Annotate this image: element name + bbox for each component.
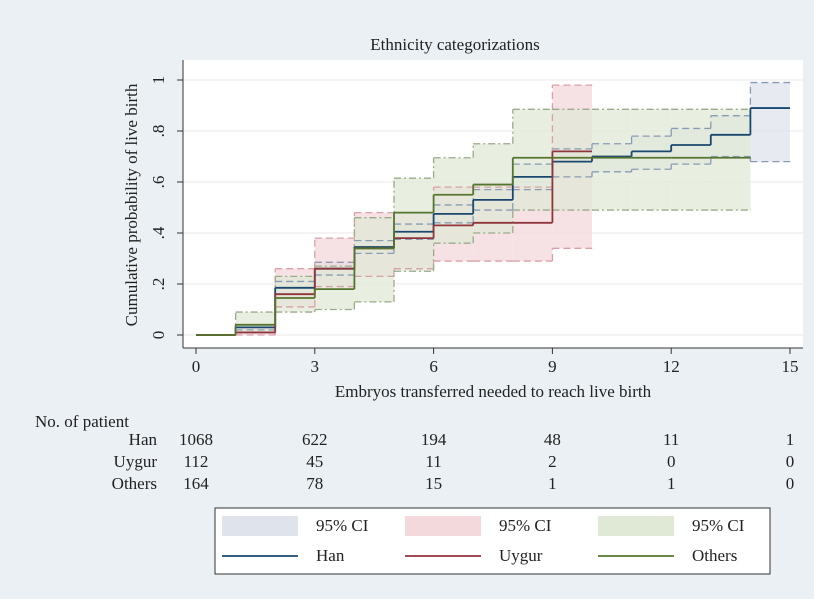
risk-count: 1: [667, 474, 676, 493]
ci-band: [592, 109, 632, 211]
ci-band: [710, 109, 751, 211]
x-tick-label: 9: [548, 357, 557, 376]
y-axis-title: Cumulative probability of live birth: [122, 83, 141, 326]
y-tick-label: .4: [149, 226, 168, 239]
risk-table-title: No. of patient: [35, 412, 129, 431]
risk-count: 11: [425, 452, 441, 471]
risk-row-name: Uygur: [114, 452, 158, 471]
risk-count: 1: [786, 430, 795, 449]
x-axis-title: Embryos transferred needed to reach live…: [335, 382, 652, 401]
legend-ci-label: 95% CI: [499, 516, 552, 535]
risk-count: 164: [183, 474, 209, 493]
x-tick-label: 3: [311, 357, 320, 376]
y-tick-label: .6: [149, 176, 168, 189]
legend-ci-label: 95% CI: [316, 516, 369, 535]
legend-label: Others: [692, 546, 737, 565]
legend-ci-swatch: [405, 516, 481, 536]
x-tick-label: 15: [782, 357, 799, 376]
ci-band: [314, 266, 355, 310]
x-tick-label: 6: [429, 357, 438, 376]
risk-count: 194: [421, 430, 447, 449]
risk-count: 1: [548, 474, 557, 493]
risk-count: 78: [306, 474, 323, 493]
ci-band: [512, 109, 553, 211]
y-tick-label: 0: [149, 331, 168, 340]
legend-ci-swatch: [222, 516, 298, 536]
y-tick-label: 1: [149, 76, 168, 85]
legend-ci-swatch: [598, 516, 674, 536]
ci-band: [631, 109, 672, 211]
ci-band: [354, 217, 394, 302]
legend-label: Han: [316, 546, 345, 565]
risk-count: 48: [544, 430, 561, 449]
legend-label: Uygur: [499, 546, 543, 565]
risk-count: 11: [663, 430, 679, 449]
legend-ci-label: 95% CI: [692, 516, 745, 535]
x-tick-label: 12: [663, 357, 680, 376]
ci-band: [671, 109, 711, 211]
ci-band: [433, 157, 474, 244]
y-tick-label: .2: [149, 278, 168, 291]
risk-count: 0: [667, 452, 676, 471]
y-tick-label: .8: [149, 125, 168, 138]
ci-band: [552, 109, 592, 211]
risk-count: 2: [548, 452, 557, 471]
ci-band: [473, 143, 513, 233]
risk-count: 1068: [179, 430, 213, 449]
risk-count: 622: [302, 430, 328, 449]
risk-row-name: Han: [129, 430, 158, 449]
legend-box: [214, 507, 771, 575]
risk-count: 45: [306, 452, 323, 471]
risk-count: 15: [425, 474, 442, 493]
risk-count: 0: [786, 452, 795, 471]
ci-band: [750, 82, 790, 162]
x-tick-label: 0: [192, 357, 201, 376]
chart-title: Ethnicity categorizations: [370, 35, 539, 54]
risk-count: 0: [786, 474, 795, 493]
risk-count: 112: [184, 452, 209, 471]
risk-row-name: Others: [112, 474, 157, 493]
